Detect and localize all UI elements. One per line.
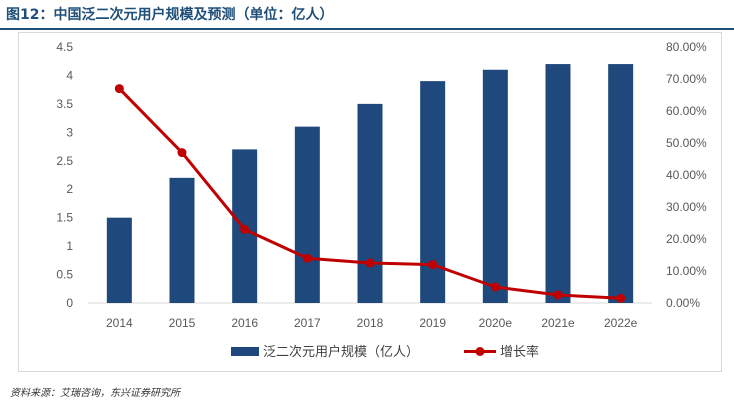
growth-point-2019 [428,260,438,270]
x-tick-2021e: 2021e [541,316,575,330]
legend-bar-label: 泛二次元用户规模（亿人） [263,344,419,360]
y-left-tick: 3.5 [56,97,73,111]
y-right-tick: 80.00% [666,40,707,54]
y-left-tick: 2 [66,182,73,196]
x-tick-2016: 2016 [231,316,258,330]
y-left-tick: 2.5 [56,154,73,168]
y-left-tick: 3 [66,125,73,139]
bars [106,64,634,304]
y-left-tick: 4 [66,68,73,82]
y-right-tick: 50.00% [666,136,707,150]
growth-point-2014 [114,84,124,94]
growth-point-2020e [490,282,500,292]
x-tick-2018: 2018 [357,316,384,330]
legend-line-label: 增长率 [500,344,539,360]
x-tick-2020e: 2020e [479,316,513,330]
tick-labels: 0 0.5 1 1.5 2 2.5 3 3.5 4 4.5 0.00% 10.00% 20.00% 30.… [56,40,707,330]
y-left-tick: 4.5 [56,40,73,54]
bar-2018 [357,103,383,303]
y-right-tick: 40.00% [666,168,707,182]
x-tick-2017: 2017 [294,316,321,330]
growth-point-2022e [616,293,626,303]
growth-point-2016 [240,224,250,234]
y-left-tick: 1.5 [56,211,73,225]
bar-2015 [169,177,195,303]
y-left-tick: 0 [66,296,73,310]
growth-point-2017 [302,253,312,263]
bar-2019 [420,81,446,303]
legend-bar-swatch [231,347,259,356]
bar-2021e [545,64,571,303]
y-right-tick: 10.00% [666,264,707,278]
bar-2017 [294,126,320,304]
x-tick-2014: 2014 [106,316,133,330]
bar-2014 [106,217,132,303]
y-right-tick: 30.00% [666,200,707,214]
x-tick-2019: 2019 [419,316,446,330]
bar-2022e [608,64,634,303]
y-right-tick: 60.00% [666,104,707,118]
bar-2020e [482,69,508,303]
title-divider [0,28,734,30]
y-right-tick: 70.00% [666,72,707,86]
source-note: 资料来源：艾瑞咨询，东兴证券研究所 [10,388,180,399]
growth-line [114,84,626,303]
y-left-tick: 1 [66,239,73,253]
growth-point-2021e [553,290,563,300]
y-right-tick: 20.00% [666,232,707,246]
y-left-tick: 0.5 [56,268,73,282]
figure-title: 图12：中国泛二次元用户规模及预测（单位：亿人） [6,7,334,23]
x-tick-2022e: 2022e [604,316,638,330]
x-tick-2015: 2015 [169,316,196,330]
growth-point-2018 [365,258,375,268]
y-right-tick: 0.00% [666,296,700,310]
legend-line-marker [475,347,485,356]
legend: 泛二次元用户规模（亿人） 增长率 [231,344,539,360]
growth-point-2015 [177,148,187,158]
chart-frame [18,32,722,372]
